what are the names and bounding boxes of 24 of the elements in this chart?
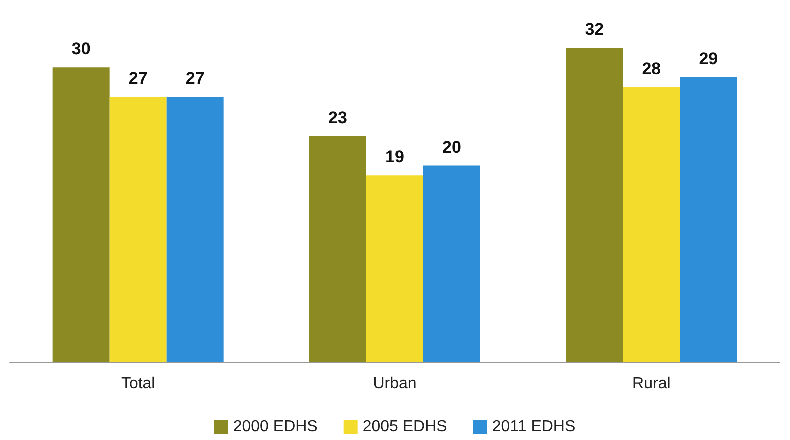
- data-label: 19: [386, 148, 404, 167]
- data-label: 20: [442, 138, 462, 157]
- bar: [110, 97, 167, 362]
- bar: [166, 97, 224, 362]
- data-label: 27: [186, 69, 205, 88]
- bar: [310, 136, 366, 362]
- x-tick-label: Rural: [632, 376, 671, 392]
- data-label: 30: [72, 40, 91, 59]
- x-tick-label: Urban: [373, 376, 417, 392]
- bar: [623, 87, 680, 362]
- legend-label: 2011 EDHS: [492, 418, 576, 436]
- legend-label: 2000 EDHS: [233, 418, 318, 436]
- data-label: 27: [128, 69, 148, 88]
- bar: [566, 48, 624, 362]
- x-tick-label: Total: [121, 376, 156, 392]
- data-label: 29: [699, 49, 718, 68]
- bar: [52, 68, 110, 362]
- bar: [680, 77, 738, 362]
- bar: [424, 166, 480, 362]
- legend-label: 2005 EDHS: [362, 418, 448, 436]
- bar: [366, 176, 424, 362]
- data-label: 23: [328, 108, 348, 128]
- data-label: 32: [585, 20, 604, 39]
- data-label: 28: [642, 59, 662, 78]
